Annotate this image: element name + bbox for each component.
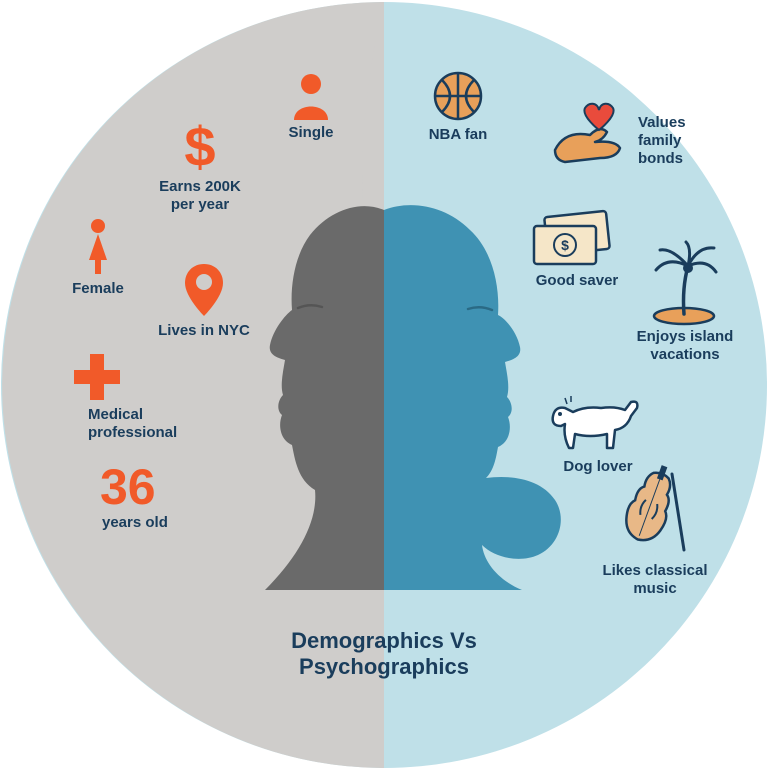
label-vacations: Enjoys island vacations	[635, 328, 735, 364]
label-music: Likes classical music	[600, 562, 710, 598]
infographic-stage: Single $ Earns 200K per year Female Live…	[0, 0, 768, 770]
infographic-title: Demographics Vs Psychographics	[234, 628, 534, 680]
money-icon: $	[528, 208, 613, 275]
palm-tree-icon	[648, 238, 720, 331]
hand-heart-icon	[545, 100, 635, 175]
dollar-icon: $	[180, 118, 220, 183]
label-lives: Lives in NYC	[155, 322, 253, 340]
age-number-icon: 36	[100, 462, 156, 512]
label-nba: NBA fan	[424, 126, 492, 144]
basketball-icon	[432, 70, 484, 127]
label-medical: Medical professional	[88, 406, 188, 442]
dog-icon	[545, 378, 645, 463]
svg-text:$: $	[561, 237, 569, 253]
medical-cross-icon	[72, 352, 122, 407]
pin-icon	[183, 262, 225, 323]
label-age: years old	[102, 514, 182, 532]
svg-text:$: $	[184, 118, 215, 178]
person-icon	[290, 72, 332, 125]
label-female: Female	[62, 280, 134, 298]
label-single: Single	[280, 124, 342, 142]
female-icon	[83, 218, 113, 281]
label-saver: Good saver	[532, 272, 622, 290]
violin-icon	[610, 462, 690, 567]
label-family: Values family bonds	[638, 114, 708, 168]
label-earns: Earns 200K per year	[155, 178, 245, 214]
